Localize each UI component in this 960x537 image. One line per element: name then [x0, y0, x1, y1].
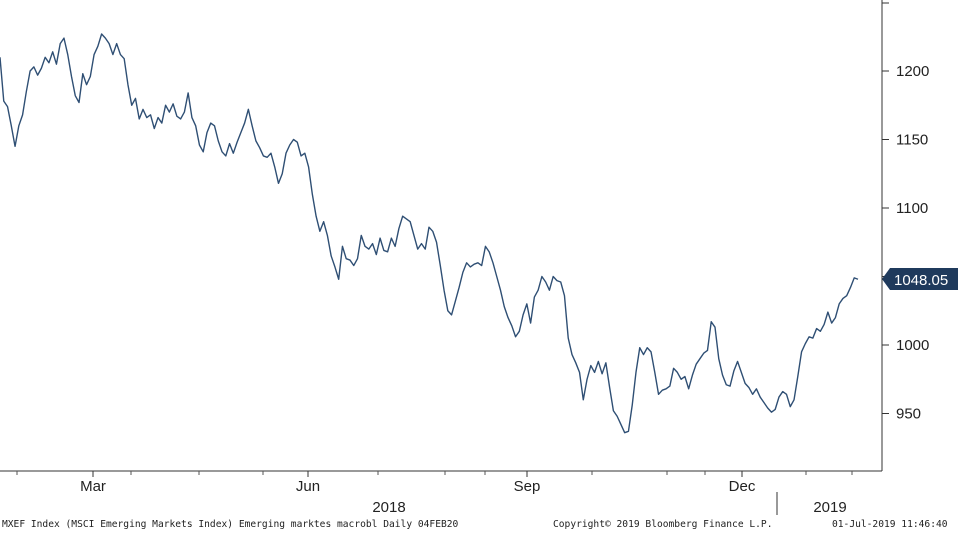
x-tick-label: Sep — [514, 478, 541, 495]
last-value-tag-shape — [882, 268, 958, 290]
x-tick-label: Mar — [80, 478, 106, 495]
footer-source: MXEF Index (MSCI Emerging Markets Index)… — [2, 519, 459, 530]
year-labels: 2018 2019 — [372, 499, 846, 516]
last-value-label: 1048.05 — [894, 272, 948, 289]
y-tick-label: 1100 — [896, 200, 928, 217]
x-tick-label: Dec — [729, 478, 756, 495]
y-tick-label: 950 — [896, 406, 921, 423]
series-line — [0, 33, 859, 434]
y-axis-ticks: 95010001050110011501200 — [882, 63, 929, 423]
year-label-2018: 2018 — [372, 499, 405, 516]
footer-copyright: Copyright© 2019 Bloomberg Finance L.P. — [553, 519, 773, 530]
y-tick-label: 1150 — [896, 132, 928, 149]
chart-axes — [0, 0, 889, 515]
x-axis-ticks: Mar Jun Sep Dec — [16, 471, 853, 495]
year-label-2019: 2019 — [813, 499, 846, 516]
y-tick-label: 1000 — [896, 337, 929, 354]
footer-timestamp: 01-Jul-2019 11:46:40 — [832, 519, 948, 530]
last-value-tag: 1048.05 — [882, 268, 958, 290]
y-tick-label: 1200 — [896, 63, 929, 80]
x-tick-label: Jun — [296, 478, 320, 495]
